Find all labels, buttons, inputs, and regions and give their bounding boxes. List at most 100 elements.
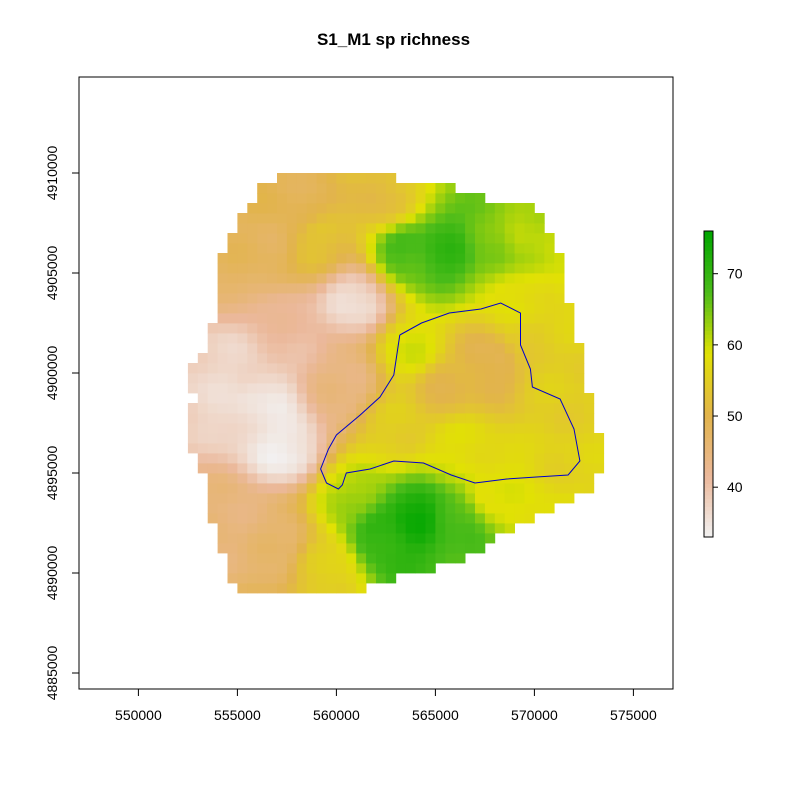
raster-cell xyxy=(534,453,545,464)
raster-cell xyxy=(316,203,327,214)
raster-cell xyxy=(316,473,327,484)
raster-cell xyxy=(504,503,515,514)
raster-cell xyxy=(306,253,317,264)
raster-cell xyxy=(296,573,308,584)
raster-cell xyxy=(326,373,337,384)
raster-cell xyxy=(227,563,238,574)
raster-cell xyxy=(197,413,209,424)
raster-cell xyxy=(257,373,268,384)
raster-cell xyxy=(435,513,446,524)
raster-cell xyxy=(237,413,248,424)
raster-cell xyxy=(257,353,268,364)
raster-cell xyxy=(227,463,238,474)
colorbar-segment xyxy=(704,506,713,511)
raster-cell xyxy=(445,483,456,494)
raster-cell xyxy=(306,433,317,444)
raster-cell xyxy=(346,223,357,234)
raster-cell xyxy=(316,213,327,224)
raster-cell xyxy=(187,443,199,454)
raster-cell xyxy=(217,383,228,394)
raster-cell xyxy=(435,523,446,534)
raster-cell xyxy=(286,373,298,384)
raster-cell xyxy=(524,443,535,454)
raster-cell xyxy=(524,283,535,294)
raster-cell xyxy=(366,433,377,444)
raster-cell xyxy=(395,393,407,404)
raster-cell xyxy=(306,443,317,454)
colorbar-segment xyxy=(704,326,713,331)
raster-cell xyxy=(376,283,387,294)
colorbar-segment xyxy=(704,311,713,316)
raster-cell xyxy=(267,233,278,244)
raster-cell xyxy=(455,203,466,214)
raster-cell xyxy=(455,403,466,414)
raster-cell xyxy=(435,253,446,264)
raster-cell xyxy=(376,453,387,464)
raster-cell xyxy=(217,323,228,334)
raster-cell xyxy=(524,503,535,514)
raster-cell xyxy=(455,293,466,304)
raster-cell xyxy=(336,433,347,444)
raster-cell xyxy=(296,553,308,564)
raster-cell xyxy=(316,553,327,564)
raster-cell xyxy=(227,493,238,504)
raster-cell xyxy=(376,313,387,324)
raster-cell xyxy=(336,233,347,244)
raster-cell xyxy=(346,273,357,284)
raster-cell xyxy=(356,553,367,564)
raster-cell xyxy=(484,233,496,244)
raster-cell xyxy=(435,453,446,464)
raster-cell xyxy=(484,283,496,294)
colorbar-segment xyxy=(704,426,713,431)
raster-cell xyxy=(385,513,397,524)
raster-cell xyxy=(277,413,288,424)
raster-cell xyxy=(395,223,407,234)
raster-cell xyxy=(306,563,317,574)
raster-cell xyxy=(484,223,496,234)
raster-cell xyxy=(366,213,377,224)
raster-cell xyxy=(257,393,268,404)
y-tick-label: 4910000 xyxy=(44,146,60,201)
raster-cell xyxy=(445,343,456,354)
raster-cell xyxy=(306,383,317,394)
raster-cell xyxy=(385,343,397,354)
raster-cell xyxy=(336,483,347,494)
raster-cell xyxy=(336,293,347,304)
raster-cell xyxy=(257,513,268,524)
raster-cell xyxy=(385,453,397,464)
raster-cell xyxy=(534,243,545,254)
raster-cell xyxy=(346,483,357,494)
raster-cell xyxy=(227,573,238,584)
raster-cell xyxy=(286,233,298,244)
raster-cell xyxy=(237,283,248,294)
colorbar-segment xyxy=(704,315,713,320)
raster-cell xyxy=(376,173,387,184)
raster-cell xyxy=(534,253,545,264)
raster-cell xyxy=(267,443,278,454)
raster-cell xyxy=(296,453,308,464)
colorbar-segment xyxy=(704,288,713,293)
raster-cell xyxy=(534,413,545,424)
raster-cell xyxy=(356,413,367,424)
raster-cell xyxy=(385,193,397,204)
raster-cell xyxy=(504,443,515,454)
raster-cell xyxy=(366,173,377,184)
raster-cell xyxy=(296,423,308,434)
raster-cell xyxy=(405,263,416,274)
colorbar-segment xyxy=(704,296,713,301)
raster-cell xyxy=(465,513,476,524)
raster-cell xyxy=(296,203,308,214)
raster-cell xyxy=(534,333,545,344)
raster-cell xyxy=(286,473,298,484)
raster-cell xyxy=(385,433,397,444)
raster-cell xyxy=(554,403,565,414)
raster-cell xyxy=(296,433,308,444)
raster-cell xyxy=(376,363,387,374)
raster-cell xyxy=(326,513,337,524)
raster-cell xyxy=(316,533,327,544)
raster-cell xyxy=(385,313,397,324)
raster-cell xyxy=(366,273,377,284)
raster-cell xyxy=(385,253,397,264)
raster-cell xyxy=(534,443,545,454)
raster-cell xyxy=(346,463,357,474)
